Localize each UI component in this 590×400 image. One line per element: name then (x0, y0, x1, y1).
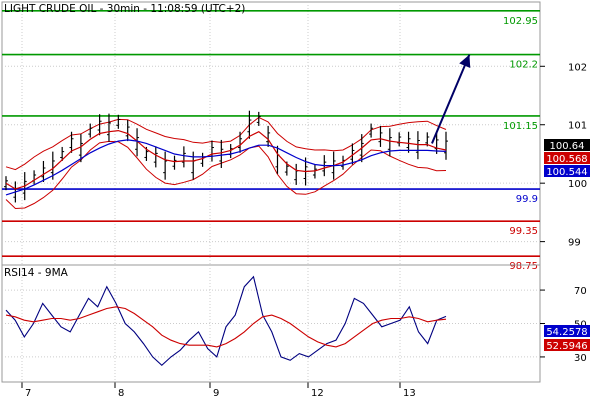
level-label: 101.15 (503, 121, 538, 132)
y-tick-label: 30 (574, 353, 587, 364)
price-badge-label: 100.544 (546, 167, 587, 178)
price-badge-label: 100.64 (550, 141, 585, 152)
price-y-axis: 102 101 100 99 (540, 62, 587, 249)
forecast-arrow (431, 54, 471, 144)
price-badge-label: 100.568 (546, 154, 587, 165)
price-badge (544, 139, 590, 151)
level-label: 102.2 (509, 60, 538, 71)
arrow-shaft (431, 54, 471, 144)
x-tick-label: 9 (213, 388, 219, 399)
price-badge (544, 152, 590, 164)
x-tick-label: 13 (403, 388, 416, 399)
y-tick-label: 70 (574, 286, 587, 297)
level-label: 99.35 (509, 226, 538, 237)
bollinger-band (5, 140, 447, 210)
x-tick-label: 8 (118, 388, 124, 399)
level-label: 102.95 (503, 16, 538, 27)
level-label: 98.75 (509, 261, 538, 272)
y-tick-label: 101 (568, 121, 587, 132)
arrow-head (459, 54, 471, 68)
price-badge (544, 165, 590, 177)
price-chart-title: LIGHT CRUDE OIL - 30min - 11:08:59 (UTC+… (4, 3, 245, 15)
support-resistance-levels: 102.95 102.2 101.15 99.9 99.35 98.75 (2, 9, 540, 272)
x-tick-label: 12 (311, 388, 324, 399)
rsi-badges: 54.2578 52.5946 (544, 325, 590, 352)
x-axis: 7 8 9 12 13 (2, 381, 540, 399)
rsi-badge (544, 325, 590, 337)
rsi-line (5, 275, 447, 367)
price-series (4, 110, 448, 210)
rsi-badge (544, 339, 590, 351)
y-tick-label: 100 (568, 179, 587, 190)
rsi_ma-line (5, 306, 447, 348)
rsi-series (5, 275, 447, 367)
bollinger-band (5, 116, 447, 171)
x-tick-label: 7 (25, 388, 31, 399)
ma_slow-line (5, 139, 447, 196)
rsi-badge-label: 52.5946 (546, 341, 587, 352)
ma_fast-line (5, 129, 447, 190)
level-label: 99.9 (516, 194, 538, 205)
rsi-chart-title: RSI14 - 9MA (4, 267, 69, 279)
y-tick-label: 99 (568, 238, 581, 249)
rsi-badge-label: 54.2578 (546, 327, 587, 338)
price-badges: 100.64 100.568 100.544 (544, 139, 590, 178)
y-tick-label: 102 (568, 62, 587, 73)
